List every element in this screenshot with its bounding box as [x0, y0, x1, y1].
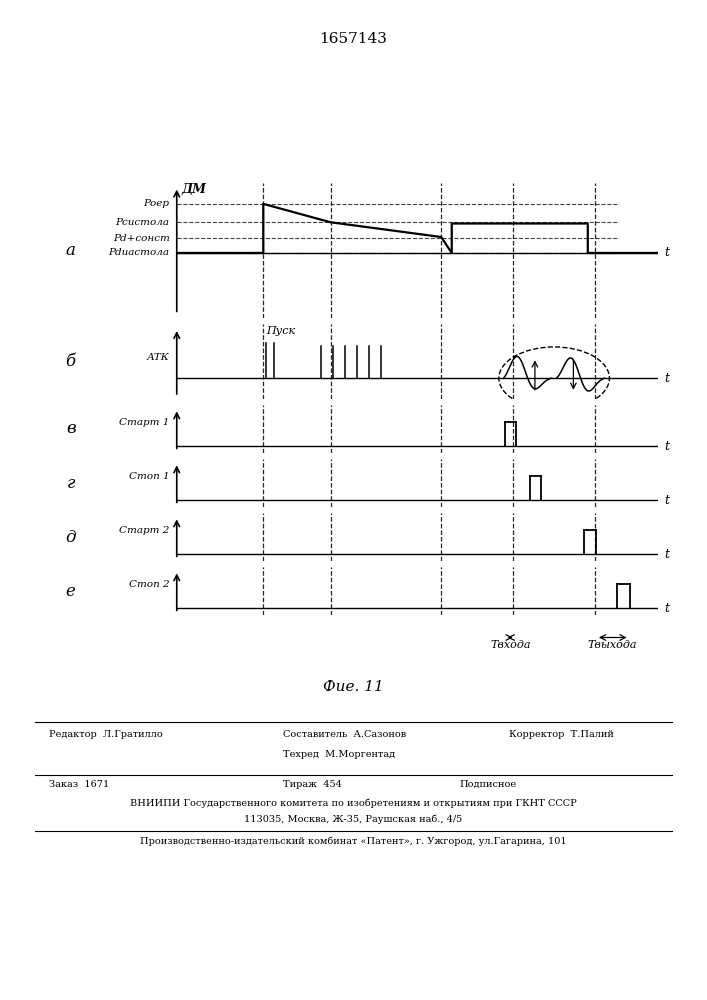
Text: а: а — [66, 242, 76, 259]
Text: Рdиастола: Рdиастола — [109, 248, 170, 257]
Text: г: г — [66, 475, 75, 491]
Text: Рсистола: Рсистола — [115, 218, 170, 227]
Text: б: б — [66, 353, 76, 370]
Text: Подписное: Подписное — [460, 780, 517, 789]
Text: Фие. 11: Фие. 11 — [323, 680, 384, 694]
Text: t: t — [665, 372, 670, 385]
Text: Пуск: Пуск — [266, 326, 295, 336]
Text: t: t — [665, 246, 670, 259]
Text: t: t — [665, 602, 670, 615]
Text: ВНИИПИ Государственного комитета по изобретениям и открытиям при ГКНТ СССР: ВНИИПИ Государственного комитета по изоб… — [130, 798, 577, 808]
Text: д: д — [66, 528, 76, 546]
Text: Стоп 1: Стоп 1 — [129, 472, 170, 481]
Text: t: t — [665, 494, 670, 507]
Text: ДМ: ДМ — [182, 183, 206, 196]
Text: Тираж  454: Тираж 454 — [283, 780, 341, 789]
Text: Роер: Роер — [144, 199, 170, 208]
Text: АТК: АТК — [147, 353, 170, 362]
Text: Заказ  1671: Заказ 1671 — [49, 780, 110, 789]
Text: Рd+сонст: Рd+сонст — [112, 234, 170, 243]
Text: Стоп 2: Стоп 2 — [129, 580, 170, 589]
Text: Составитель  А.Сазонов: Составитель А.Сазонов — [283, 730, 406, 739]
Text: Редактор  Л.Гратилло: Редактор Л.Гратилло — [49, 730, 163, 739]
Text: 113035, Москва, Ж-35, Раушская наб., 4/5: 113035, Москва, Ж-35, Раушская наб., 4/5 — [245, 814, 462, 823]
Text: Старт 1: Старт 1 — [119, 418, 170, 427]
Text: в: в — [66, 420, 76, 437]
Text: 1657143: 1657143 — [320, 32, 387, 46]
Text: Tвыхода: Tвыхода — [587, 640, 636, 650]
Text: Старт 2: Старт 2 — [119, 526, 170, 535]
Text: t: t — [665, 440, 670, 453]
Text: Производственно-издательский комбинат «Патент», г. Ужгород, ул.Гагарина, 101: Производственно-издательский комбинат «П… — [140, 836, 567, 845]
Text: Корректор  Т.Палий: Корректор Т.Палий — [509, 730, 614, 739]
Text: Tвхода: Tвхода — [491, 640, 531, 650]
Text: Техред  М.Моргентад: Техред М.Моргентад — [283, 750, 395, 759]
Text: t: t — [665, 548, 670, 561]
Text: е: е — [66, 582, 76, 599]
